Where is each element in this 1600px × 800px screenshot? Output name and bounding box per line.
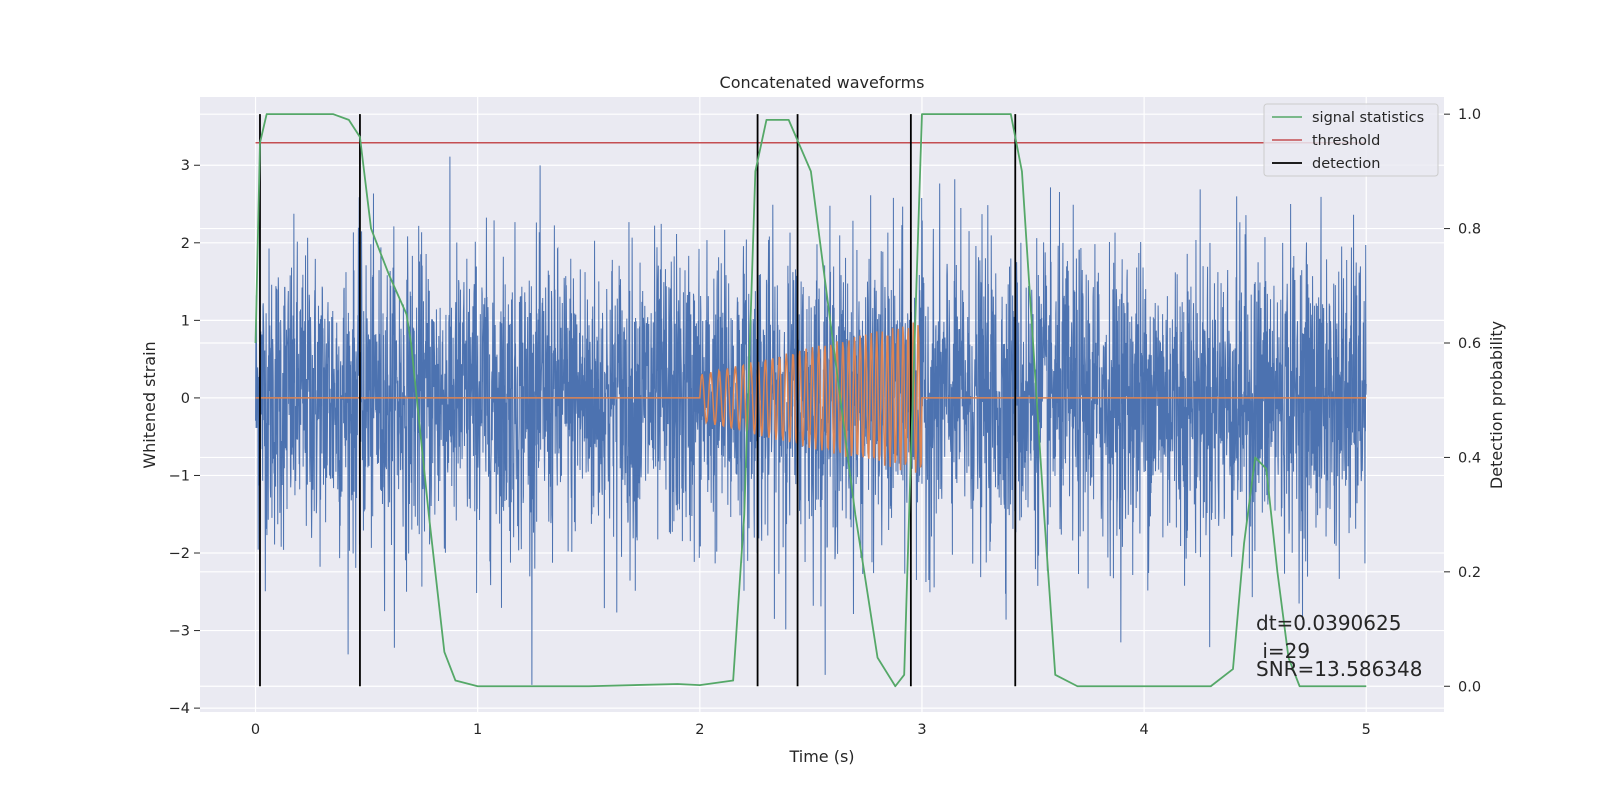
y2-tick-label: 1.0 — [1458, 107, 1481, 123]
y-tick-label: −1 — [169, 468, 190, 484]
y-axis-label: Whitened strain — [140, 341, 159, 468]
y2-axis-label: Detection probability — [1487, 321, 1506, 489]
annotation-i: i=29 — [1256, 639, 1310, 663]
injection-line — [255, 322, 1367, 473]
signal-statistics-line — [254, 113, 1367, 688]
y-tick-label: −3 — [169, 624, 190, 640]
injection-waveform-series — [255, 322, 1367, 473]
x-tick-label: 3 — [917, 722, 926, 738]
x-tick-label: 5 — [1362, 722, 1371, 738]
y-axis-ticks: −4 −3 −2 −1 0 1 2 3 — [169, 158, 200, 717]
legend: signal statistics threshold detection — [1263, 103, 1439, 177]
x-tick-label: 4 — [1139, 722, 1148, 738]
x-tick-label: 0 — [251, 722, 260, 738]
annotation-snr: SNR=13.586348 — [1256, 657, 1422, 681]
detection-lines — [259, 114, 1017, 687]
x-axis-label: Time (s) — [788, 747, 854, 766]
y-tick-label: 2 — [181, 236, 190, 252]
x-axis-ticks: 0 1 2 3 4 5 — [251, 722, 1371, 738]
legend-box — [1263, 103, 1439, 177]
chart-title: Concatenated waveforms — [720, 73, 925, 92]
y2-axis-ticks: 0.0 0.2 0.4 0.6 0.8 1.0 — [1444, 107, 1481, 695]
whitened-strain-series — [255, 156, 1367, 685]
signal-statistics-series — [254, 113, 1367, 688]
y-tick-label: 1 — [181, 313, 190, 329]
legend-label-signal-statistics: signal statistics — [1312, 110, 1424, 126]
y-tick-label: 0 — [181, 391, 190, 407]
y2-tick-label: 0.2 — [1458, 565, 1481, 581]
x-tick-label: 1 — [473, 722, 482, 738]
annotation-dt: dt=0.0390625 — [1256, 611, 1401, 635]
y2-tick-label: 0.8 — [1458, 222, 1481, 238]
x-tick-label: 2 — [695, 722, 704, 738]
legend-label-detection: detection — [1312, 156, 1380, 172]
y-tick-label: −4 — [169, 701, 190, 717]
strain-line — [255, 156, 1367, 685]
y-tick-label: −2 — [169, 546, 190, 562]
y2-tick-label: 0.0 — [1458, 679, 1481, 695]
y2-tick-label: 0.4 — [1458, 450, 1481, 466]
legend-label-threshold: threshold — [1312, 133, 1380, 149]
y-tick-label: 3 — [181, 158, 190, 174]
y2-tick-label: 0.6 — [1458, 336, 1481, 352]
